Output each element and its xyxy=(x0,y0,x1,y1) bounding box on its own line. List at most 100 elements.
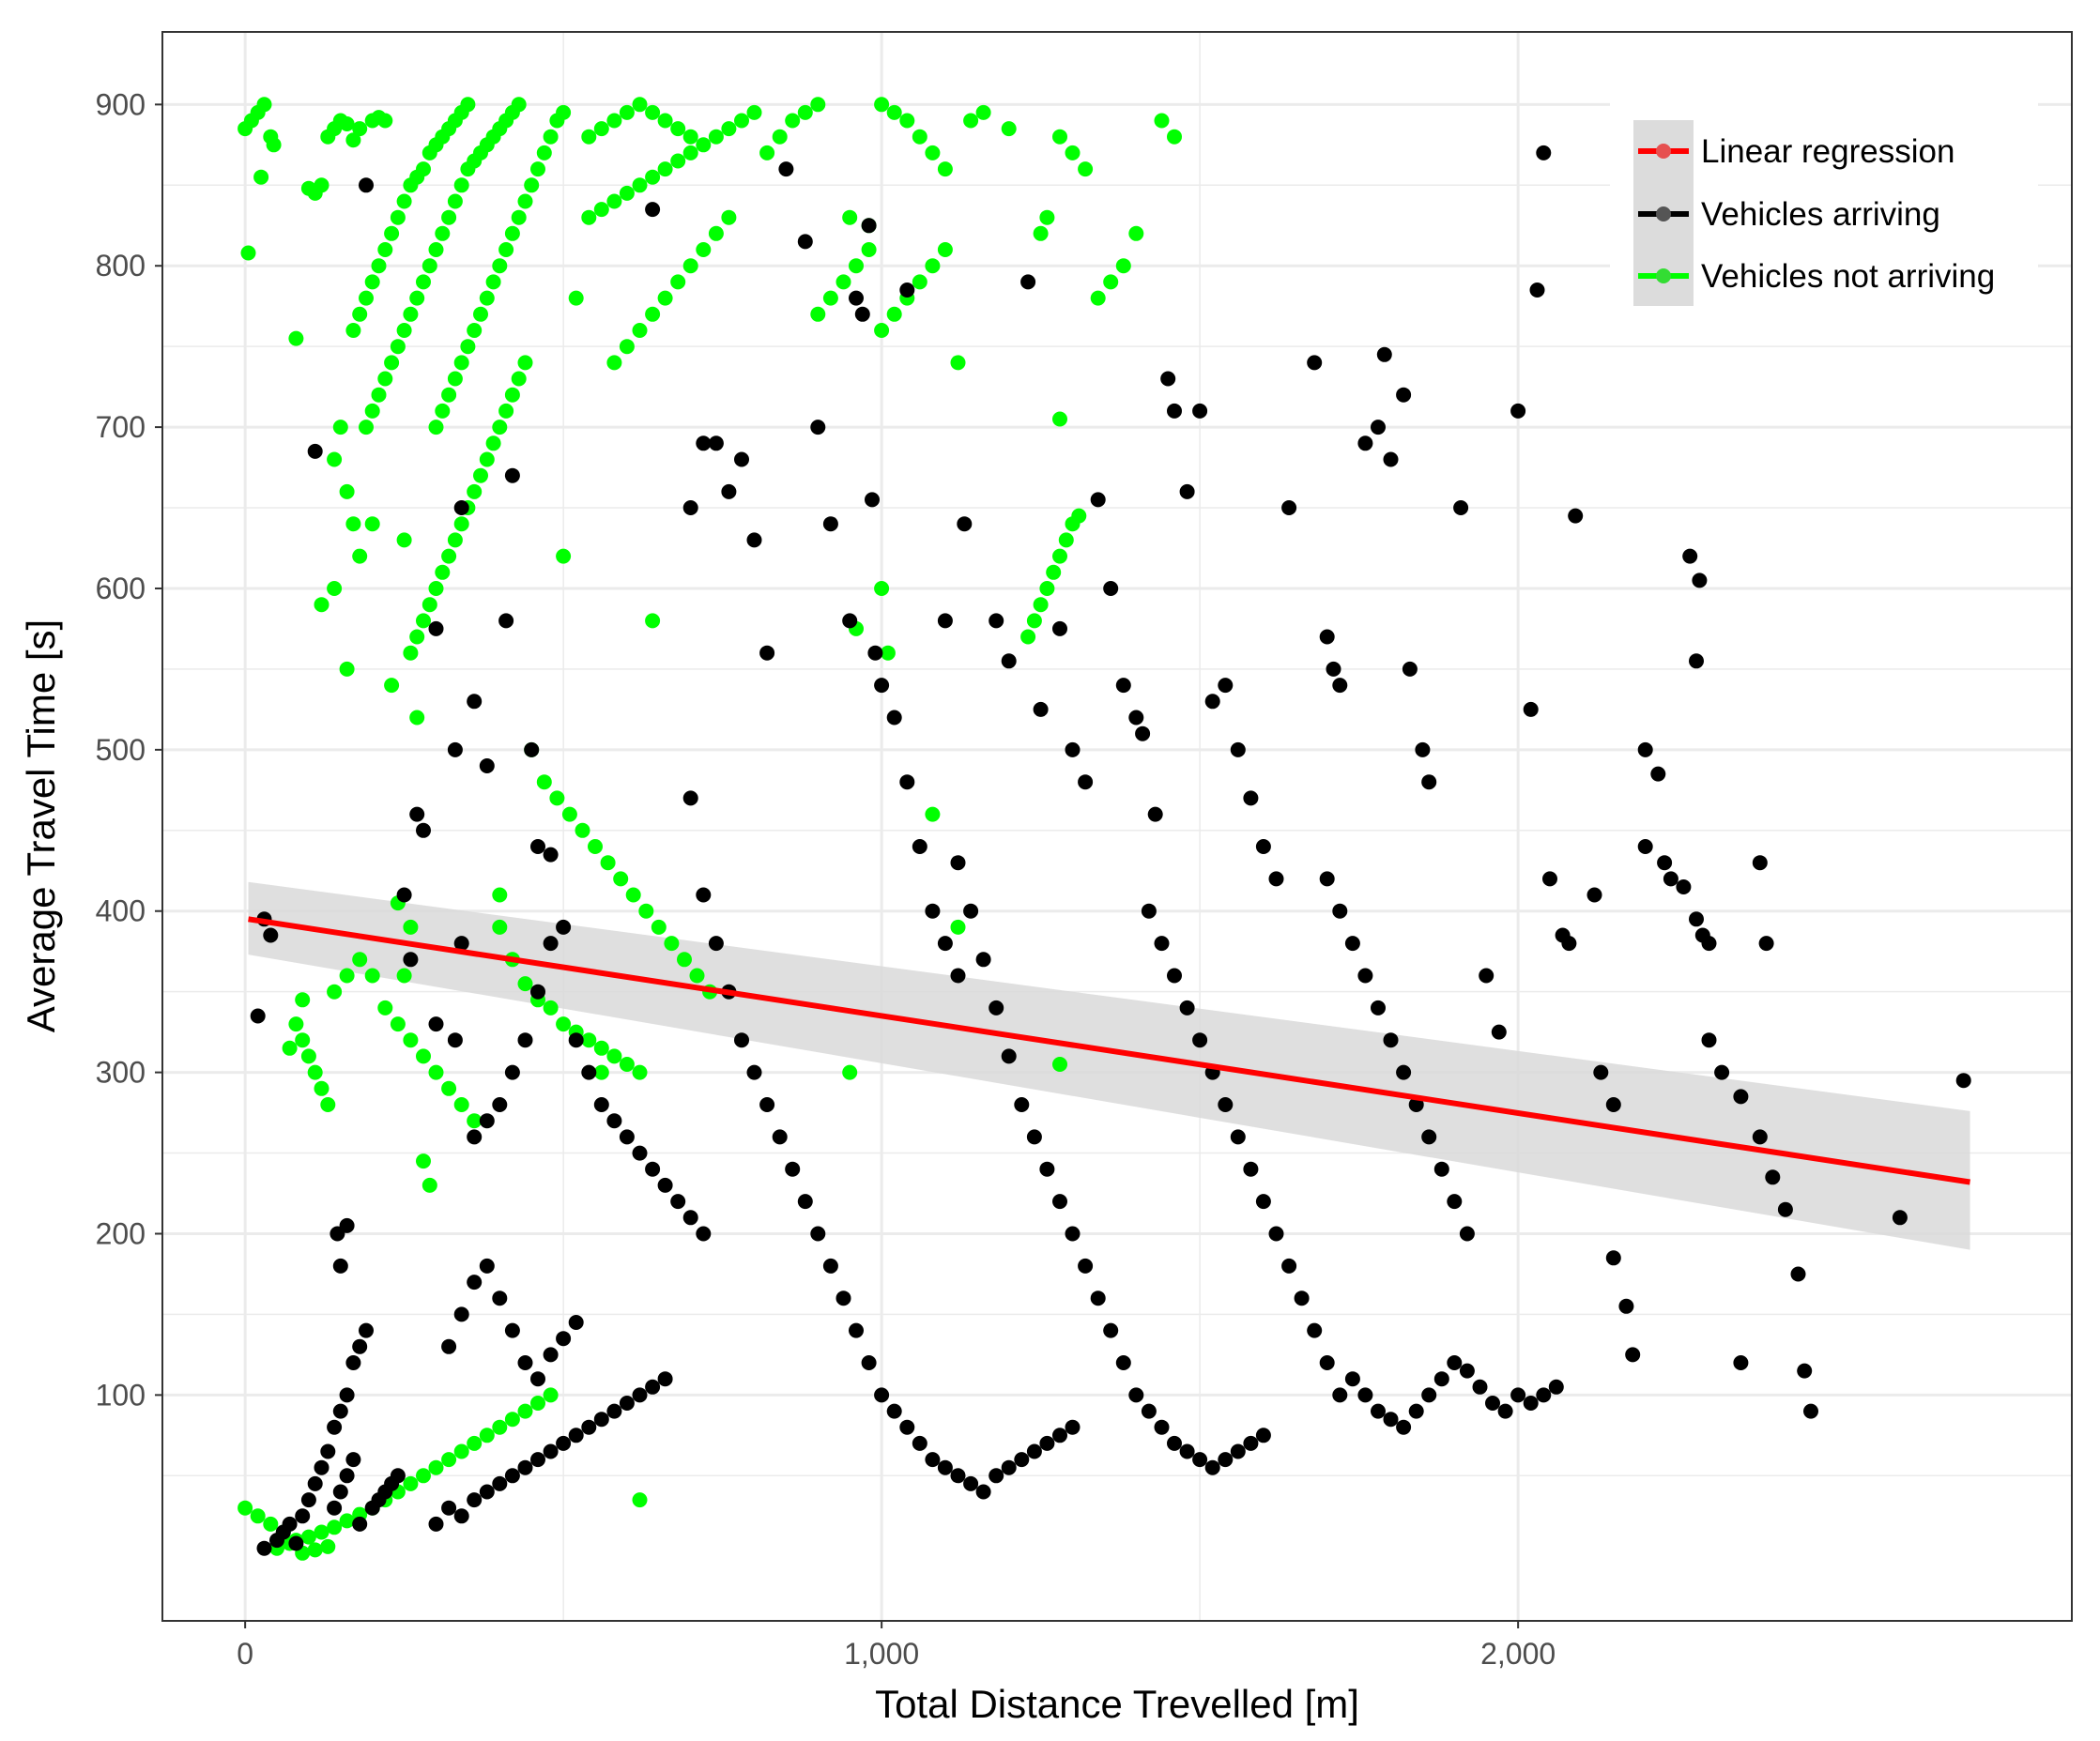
point-not-arriving xyxy=(899,113,915,129)
point-arriving xyxy=(912,1435,927,1451)
point-not-arriving xyxy=(447,532,463,548)
scatter-points xyxy=(238,97,1971,1561)
point-not-arriving xyxy=(435,564,451,580)
point-arriving xyxy=(1268,871,1284,887)
point-arriving xyxy=(1052,1428,1067,1443)
point-not-arriving xyxy=(403,919,419,935)
point-arriving xyxy=(989,1000,1004,1016)
point-arriving xyxy=(682,790,698,806)
point-arriving xyxy=(352,1516,368,1532)
point-not-arriving xyxy=(327,451,343,467)
point-arriving xyxy=(314,1459,330,1475)
point-arriving xyxy=(619,1129,635,1145)
regression-line xyxy=(248,916,1970,1185)
point-arriving xyxy=(332,1484,348,1500)
point-arriving xyxy=(937,613,953,629)
point-not-arriving xyxy=(785,113,801,129)
y-axis-ticks: 100 200 300 400 500 600 700 800 900 xyxy=(96,87,162,1412)
point-arriving xyxy=(1433,1161,1449,1177)
point-not-arriving xyxy=(657,161,673,177)
point-arriving xyxy=(1396,1064,1412,1080)
point-not-arriving xyxy=(250,1508,266,1524)
panel-border xyxy=(161,31,2073,1622)
point-arriving xyxy=(865,492,880,508)
point-arriving xyxy=(975,1484,991,1500)
point-not-arriving xyxy=(359,290,374,306)
point-arriving xyxy=(1803,1403,1818,1419)
point-not-arriving xyxy=(880,645,896,661)
point-not-arriving xyxy=(377,113,393,129)
point-arriving xyxy=(1765,1169,1781,1185)
point-arriving xyxy=(1510,1387,1526,1403)
point-arriving xyxy=(1160,371,1176,387)
point-not-arriving xyxy=(435,403,451,419)
point-not-arriving xyxy=(371,258,387,274)
point-not-arriving xyxy=(1065,145,1081,160)
point-not-arriving xyxy=(721,121,737,137)
point-arriving xyxy=(327,1419,343,1435)
point-not-arriving xyxy=(1103,274,1119,290)
point-arriving xyxy=(785,1161,801,1177)
point-not-arriving xyxy=(256,97,272,113)
point-arriving xyxy=(1332,678,1348,694)
point-not-arriving xyxy=(453,516,469,532)
point-not-arriving xyxy=(975,104,991,120)
point-not-arriving xyxy=(359,420,374,435)
point-arriving xyxy=(1497,1403,1513,1419)
point-arriving xyxy=(1014,1452,1030,1468)
point-not-arriving xyxy=(428,1459,444,1475)
point-arriving xyxy=(581,1064,597,1080)
legend-dot-arriving xyxy=(1656,206,1671,221)
point-arriving xyxy=(1790,1266,1806,1282)
point-not-arriving xyxy=(638,903,654,919)
point-arriving xyxy=(467,694,483,710)
point-arriving xyxy=(1548,1379,1564,1395)
point-arriving xyxy=(645,1379,661,1395)
y-tick-label: 200 xyxy=(96,1216,146,1250)
point-arriving xyxy=(1357,435,1373,451)
point-arriving xyxy=(1536,1387,1552,1403)
point-arriving xyxy=(1676,879,1692,894)
point-not-arriving xyxy=(467,483,483,499)
point-arriving xyxy=(345,1355,361,1370)
point-arriving xyxy=(504,1064,520,1080)
point-not-arriving xyxy=(441,548,457,564)
point-arriving xyxy=(339,1387,355,1403)
point-arriving xyxy=(1294,1290,1310,1306)
point-arriving xyxy=(1692,573,1708,588)
point-not-arriving xyxy=(517,976,533,992)
point-arriving xyxy=(441,1500,457,1516)
point-arriving xyxy=(352,1338,368,1354)
point-not-arriving xyxy=(441,1452,457,1468)
point-arriving xyxy=(1752,855,1768,871)
point-arriving xyxy=(467,1275,483,1290)
point-not-arriving xyxy=(950,355,966,371)
point-not-arriving xyxy=(682,258,698,274)
point-arriving xyxy=(498,613,514,629)
point-arriving xyxy=(530,839,545,854)
point-arriving xyxy=(874,678,890,694)
legend-item-linear-regression: Linear regression xyxy=(1638,133,1954,170)
point-not-arriving xyxy=(670,121,686,137)
point-not-arriving xyxy=(307,1064,323,1080)
point-not-arriving xyxy=(530,161,545,177)
point-arriving xyxy=(1479,968,1495,984)
point-arriving xyxy=(396,887,412,903)
point-not-arriving xyxy=(300,1529,316,1545)
point-not-arriving xyxy=(517,193,533,209)
y-tick-label: 500 xyxy=(96,733,146,767)
point-not-arriving xyxy=(416,613,431,629)
point-not-arriving xyxy=(925,145,941,160)
point-not-arriving xyxy=(657,113,673,129)
point-arriving xyxy=(1268,1226,1284,1242)
point-arriving xyxy=(1052,620,1067,636)
point-arriving xyxy=(708,435,724,451)
point-arriving xyxy=(1115,1355,1131,1370)
point-not-arriving xyxy=(625,887,641,903)
point-arriving xyxy=(517,1355,533,1370)
point-arriving xyxy=(1243,790,1259,806)
point-arriving xyxy=(1179,1000,1195,1016)
point-not-arriving xyxy=(950,919,966,935)
point-arriving xyxy=(1752,1129,1768,1145)
point-not-arriving xyxy=(320,1097,336,1112)
